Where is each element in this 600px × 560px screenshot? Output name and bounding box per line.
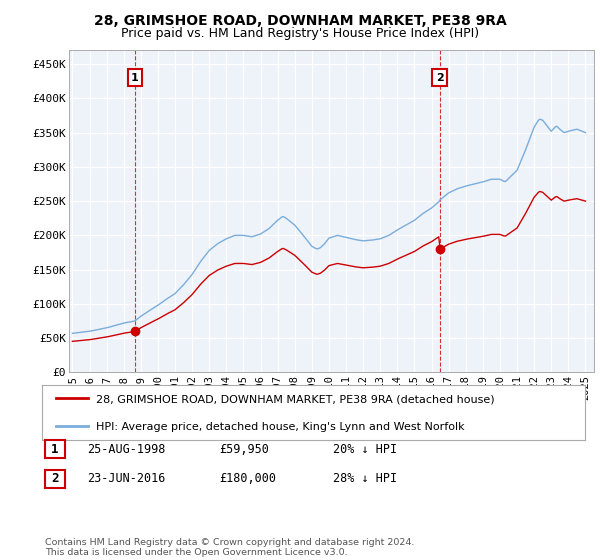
Text: 28% ↓ HPI: 28% ↓ HPI bbox=[333, 472, 397, 486]
Text: Price paid vs. HM Land Registry's House Price Index (HPI): Price paid vs. HM Land Registry's House … bbox=[121, 27, 479, 40]
Text: 2: 2 bbox=[51, 472, 59, 486]
Text: 28, GRIMSHOE ROAD, DOWNHAM MARKET, PE38 9RA: 28, GRIMSHOE ROAD, DOWNHAM MARKET, PE38 … bbox=[94, 14, 506, 28]
Text: 2: 2 bbox=[436, 73, 443, 83]
Text: 23-JUN-2016: 23-JUN-2016 bbox=[87, 472, 166, 486]
Text: Contains HM Land Registry data © Crown copyright and database right 2024.
This d: Contains HM Land Registry data © Crown c… bbox=[45, 538, 415, 557]
Text: £59,950: £59,950 bbox=[219, 442, 269, 456]
Text: 28, GRIMSHOE ROAD, DOWNHAM MARKET, PE38 9RA (detached house): 28, GRIMSHOE ROAD, DOWNHAM MARKET, PE38 … bbox=[97, 395, 495, 404]
Text: 1: 1 bbox=[131, 73, 139, 83]
Text: 25-AUG-1998: 25-AUG-1998 bbox=[87, 442, 166, 456]
Text: 20% ↓ HPI: 20% ↓ HPI bbox=[333, 442, 397, 456]
Text: HPI: Average price, detached house, King's Lynn and West Norfolk: HPI: Average price, detached house, King… bbox=[97, 422, 465, 432]
Text: 1: 1 bbox=[51, 442, 59, 456]
Text: £180,000: £180,000 bbox=[219, 472, 276, 486]
